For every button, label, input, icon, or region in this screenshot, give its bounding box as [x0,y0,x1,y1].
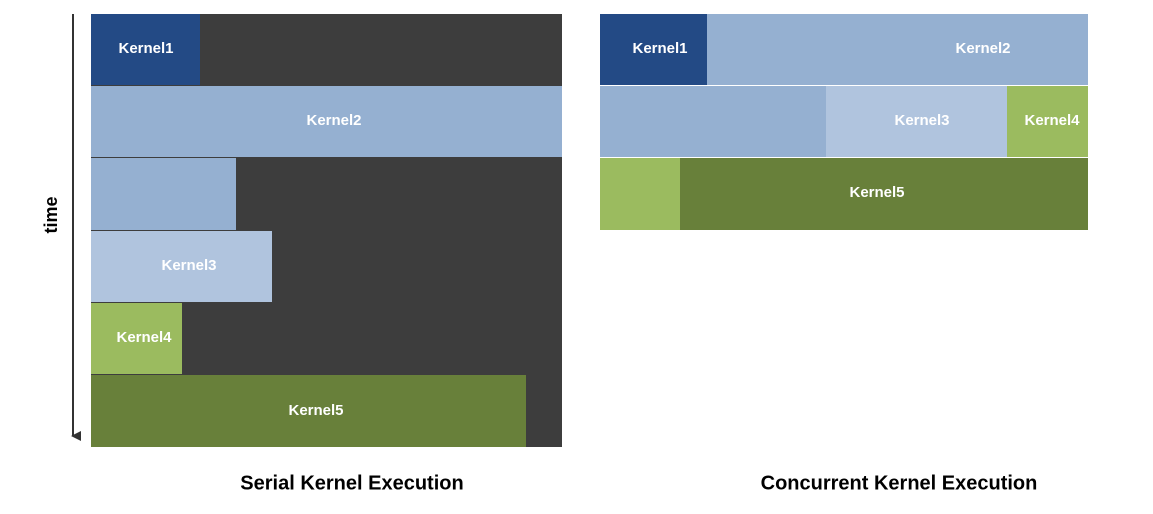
kernel-block [600,158,680,230]
kernel-block [91,86,562,157]
kernel-label: Kernel5 [288,402,343,419]
kernel-block [91,231,272,302]
kernel-block [1007,86,1088,157]
kernel-block [707,14,1088,85]
kernel-block [826,86,1007,157]
caption: Serial Kernel Execution [240,472,463,494]
kernel-label: Kernel3 [161,257,216,274]
kernel-label: Kernel1 [118,40,173,57]
kernel-label: Kernel1 [632,40,687,57]
kernel-block [91,14,200,85]
kernel-label: Kernel4 [116,329,172,346]
kernel-block [680,158,1088,230]
kernel-label: Kernel4 [1024,112,1080,129]
kernel-label: Kernel2 [955,40,1010,57]
kernel-block [91,375,526,447]
kernel-label: Kernel5 [849,184,904,201]
kernel-label: Kernel2 [306,112,361,129]
kernel-block [91,303,182,374]
kernel-label: Kernel3 [894,112,949,129]
kernel-block [600,14,707,85]
caption: Concurrent Kernel Execution [761,472,1038,494]
time-label: time [41,196,61,233]
kernel-block [600,86,826,157]
kernel-block [91,158,236,230]
